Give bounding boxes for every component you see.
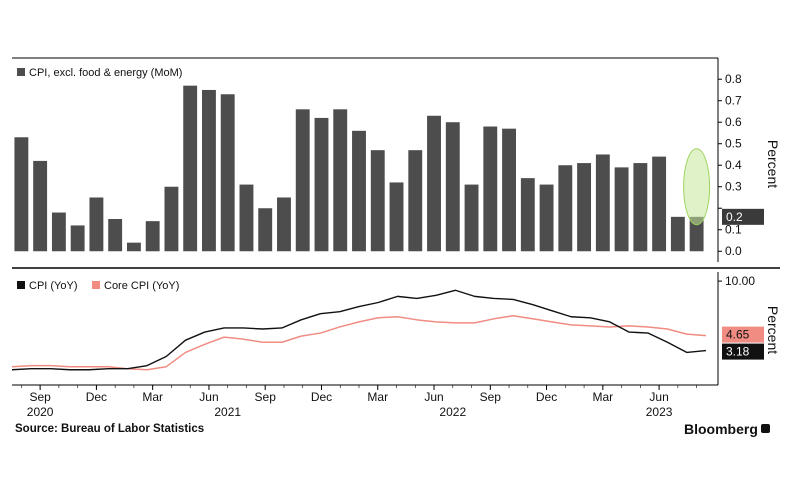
core-cpi-yoy-line bbox=[11, 314, 707, 371]
cpi-legend-swatch bbox=[17, 281, 25, 289]
bar-y-tick-label: 0.1 bbox=[725, 223, 742, 237]
bar bbox=[277, 197, 291, 252]
x-tick-label: Sep bbox=[255, 390, 277, 404]
bar bbox=[239, 184, 254, 252]
bar bbox=[652, 156, 667, 252]
bar-last-value-tag bbox=[722, 208, 764, 225]
cpi-last-value-tag bbox=[722, 343, 764, 360]
cpi-last-value-label: 3.18 bbox=[726, 345, 750, 359]
core-cpi-last-value-tag bbox=[722, 326, 764, 343]
x-tick-label: Dec bbox=[311, 390, 332, 404]
x-tick-label: Dec bbox=[536, 390, 557, 404]
x-year-label: 2022 bbox=[439, 405, 466, 419]
bar bbox=[33, 160, 48, 252]
cpi-legend-label: CPI (YoY) bbox=[29, 280, 78, 292]
bar bbox=[108, 218, 123, 252]
bar bbox=[220, 94, 235, 252]
bar bbox=[520, 178, 535, 252]
bar-legend-swatch bbox=[17, 68, 25, 76]
x-tick-label: Sep bbox=[480, 390, 502, 404]
x-tick-label: Mar bbox=[367, 390, 388, 404]
bar bbox=[670, 216, 685, 252]
bar bbox=[558, 165, 573, 252]
bar bbox=[202, 89, 216, 252]
bar bbox=[352, 130, 366, 252]
x-tick-label: Jun bbox=[424, 390, 443, 404]
bar bbox=[689, 216, 704, 252]
bar bbox=[70, 225, 85, 252]
bar bbox=[258, 208, 273, 252]
bar bbox=[539, 184, 554, 252]
terminal-icon bbox=[760, 424, 770, 433]
bar bbox=[408, 150, 423, 252]
bar-y-axis-label: Percent bbox=[765, 140, 781, 188]
bar-y-tick-label: 0.8 bbox=[725, 72, 742, 86]
bar bbox=[614, 167, 629, 252]
x-tick-label: Sep bbox=[29, 390, 51, 404]
line-y-tick-label: 10.00 bbox=[725, 274, 755, 288]
bar bbox=[14, 137, 29, 252]
bar bbox=[126, 242, 141, 252]
bar-y-tick-label: 0.3 bbox=[725, 180, 742, 194]
bar bbox=[577, 163, 592, 252]
brand-text: Bloomberg bbox=[684, 421, 758, 437]
x-tick-label: Jun bbox=[649, 390, 668, 404]
x-tick-label: Mar bbox=[593, 390, 614, 404]
x-year-label: 2021 bbox=[214, 405, 241, 419]
bar bbox=[445, 122, 460, 252]
source-note: Source: Bureau of Labor Statistics bbox=[15, 423, 205, 435]
bar-last-value-label: 0.2 bbox=[726, 210, 743, 224]
line-y-axis-label: Percent bbox=[765, 306, 781, 354]
bar bbox=[89, 197, 104, 252]
x-tick-label: Jun bbox=[199, 390, 218, 404]
bar-y-tick-label: 0.4 bbox=[725, 158, 742, 172]
core-cpi-last-value-label: 4.65 bbox=[726, 328, 750, 342]
bar bbox=[333, 109, 348, 252]
core-cpi-legend-label: Core CPI (YoY) bbox=[104, 280, 179, 292]
x-tick-label: Mar bbox=[142, 390, 163, 404]
bar bbox=[370, 150, 385, 252]
bar bbox=[295, 109, 310, 252]
core-cpi-legend-swatch bbox=[92, 281, 100, 289]
bar bbox=[483, 126, 498, 252]
x-year-label: 2020 bbox=[27, 405, 54, 419]
bar bbox=[164, 186, 179, 252]
bar bbox=[502, 128, 516, 252]
bar-y-tick-label: 0.5 bbox=[725, 137, 742, 151]
cpi-yoy-line bbox=[11, 289, 707, 371]
x-year-label: 2023 bbox=[646, 405, 673, 419]
bar bbox=[464, 184, 479, 252]
bar bbox=[51, 212, 66, 252]
bar bbox=[183, 85, 198, 252]
x-tick-label: Dec bbox=[86, 390, 107, 404]
highlight-ellipse bbox=[683, 148, 711, 226]
bar-y-tick-label: 0.6 bbox=[725, 115, 742, 129]
bar-legend-label: CPI, excl. food & energy (MoM) bbox=[29, 67, 182, 79]
bar bbox=[145, 221, 160, 252]
bar bbox=[314, 117, 329, 252]
bloomberg-logo: Bloomberg bbox=[684, 421, 770, 437]
bar-y-tick-label: 0.7 bbox=[725, 94, 742, 108]
bar bbox=[427, 115, 441, 252]
bar bbox=[595, 154, 610, 252]
bar bbox=[389, 182, 404, 252]
bar-y-tick-label: 0.0 bbox=[725, 244, 742, 258]
bar bbox=[633, 163, 648, 252]
